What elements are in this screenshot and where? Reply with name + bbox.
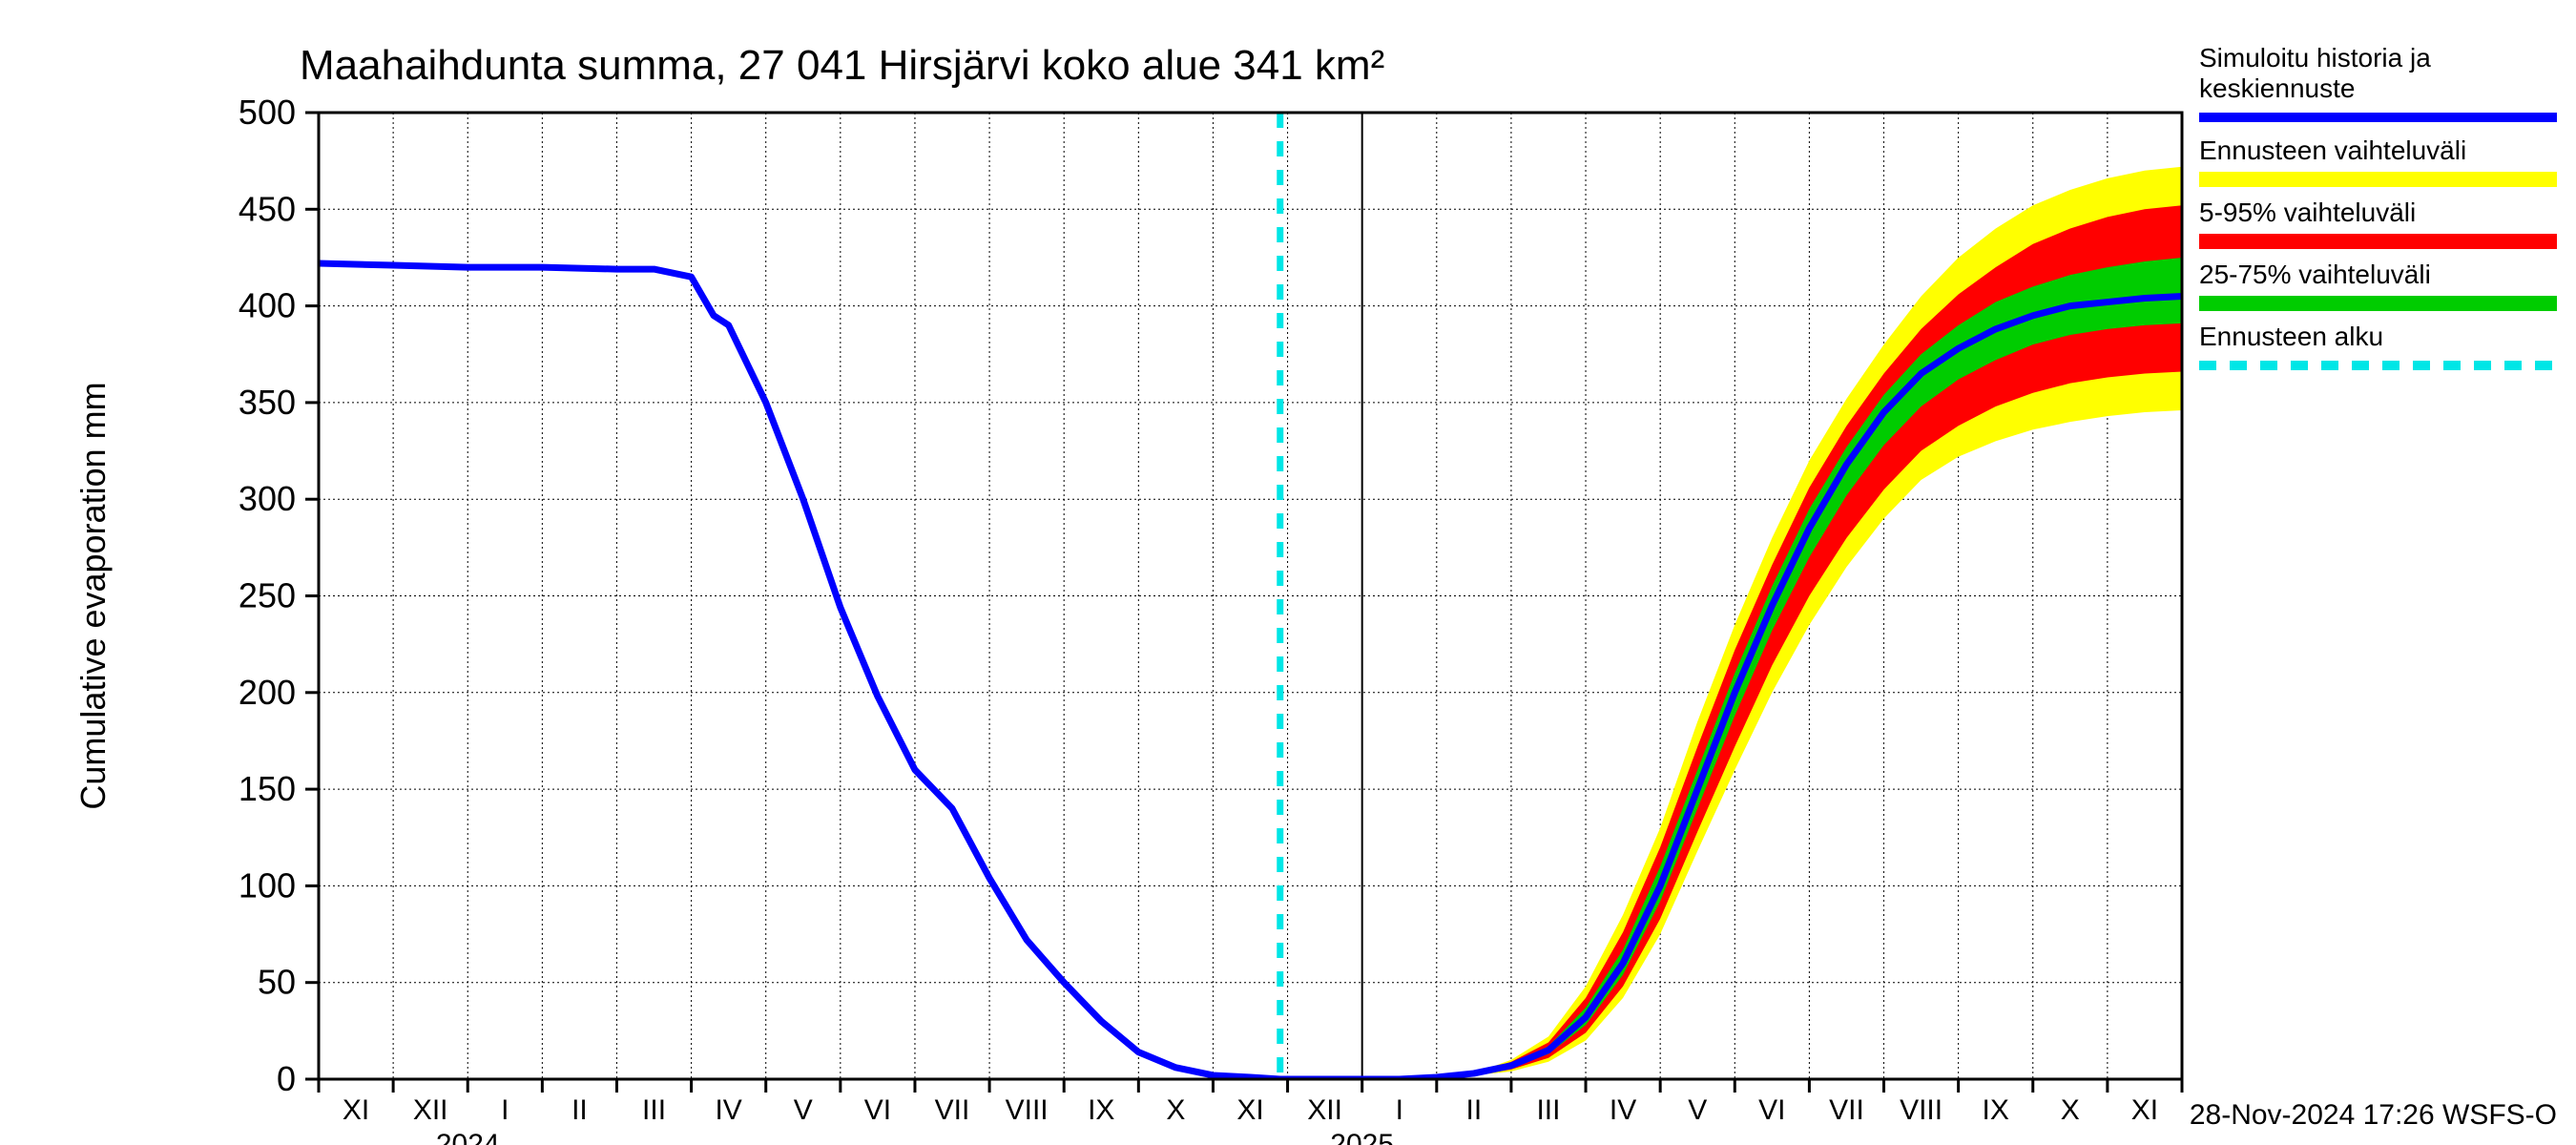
y-tick-label: 400 [239, 286, 296, 325]
x-month-label: IX [1983, 1094, 2009, 1126]
y-tick-label: 200 [239, 673, 296, 712]
y-tick-label: 250 [239, 576, 296, 615]
x-month-label: X [2061, 1094, 2080, 1126]
y-tick-label: 300 [239, 479, 296, 518]
x-month-label: XI [1236, 1094, 1263, 1126]
chart-footer: 28-Nov-2024 17:26 WSFS-O [2190, 1099, 2557, 1131]
x-month-label: VIII [1900, 1094, 1942, 1126]
y-tick-label: 50 [258, 963, 296, 1002]
x-month-label: III [642, 1094, 666, 1126]
legend-label: 25-75% vaihteluväli [2199, 260, 2431, 289]
x-month-label: II [1466, 1094, 1483, 1126]
x-month-label: I [1396, 1094, 1403, 1126]
legend-label: 5-95% vaihteluväli [2199, 198, 2416, 227]
y-tick-label: 350 [239, 383, 296, 422]
x-month-label: XI [2131, 1094, 2158, 1126]
y-tick-label: 100 [239, 865, 296, 905]
legend-swatch [2199, 296, 2557, 311]
x-month-label: IV [715, 1094, 741, 1126]
legend-label: Simuloitu historia ja [2199, 43, 2431, 73]
y-tick-label: 150 [239, 769, 296, 808]
chart-container: 050100150200250300350400450500XIXIIIIIII… [0, 0, 2576, 1145]
x-month-label: II [571, 1094, 588, 1126]
y-tick-label: 500 [239, 93, 296, 132]
legend-label: Ennusteen vaihteluväli [2199, 135, 2466, 165]
y-tick-label: 450 [239, 189, 296, 228]
x-month-label: I [501, 1094, 509, 1126]
x-month-label: VII [935, 1094, 970, 1126]
chart-svg: 050100150200250300350400450500XIXIIIIIII… [0, 0, 2576, 1145]
legend-swatch [2199, 172, 2557, 187]
x-month-label: VI [864, 1094, 891, 1126]
legend-swatch [2199, 234, 2557, 249]
legend-label: keskiennuste [2199, 73, 2355, 103]
x-month-label: XI [343, 1094, 369, 1126]
x-month-label: III [1536, 1094, 1560, 1126]
y-tick-label: 0 [277, 1059, 296, 1098]
y-axis-label: Cumulative evaporation mm [73, 382, 113, 809]
x-year-label: 2025 [1330, 1129, 1394, 1145]
x-month-label: XII [413, 1094, 448, 1126]
x-year-label: 2024 [436, 1129, 500, 1145]
x-month-label: X [1166, 1094, 1185, 1126]
x-month-label: VIII [1006, 1094, 1049, 1126]
x-month-label: VI [1758, 1094, 1785, 1126]
x-month-label: V [794, 1094, 813, 1126]
x-month-label: V [1688, 1094, 1707, 1126]
x-month-label: IX [1088, 1094, 1114, 1126]
chart-title: Maahaihdunta summa, 27 041 Hirsjärvi kok… [300, 42, 1384, 89]
x-month-label: VII [1829, 1094, 1864, 1126]
x-month-label: IV [1610, 1094, 1636, 1126]
legend-label: Ennusteen alku [2199, 322, 2383, 351]
x-month-label: XII [1307, 1094, 1342, 1126]
